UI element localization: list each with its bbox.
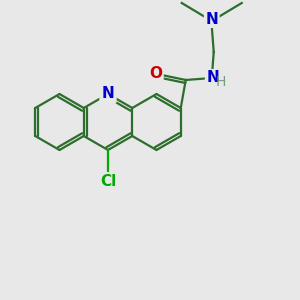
Text: N: N (206, 70, 219, 86)
Text: Cl: Cl (100, 173, 116, 188)
Text: N: N (102, 86, 114, 101)
Text: H: H (216, 75, 226, 89)
Text: N: N (206, 11, 218, 26)
Text: O: O (149, 67, 162, 82)
